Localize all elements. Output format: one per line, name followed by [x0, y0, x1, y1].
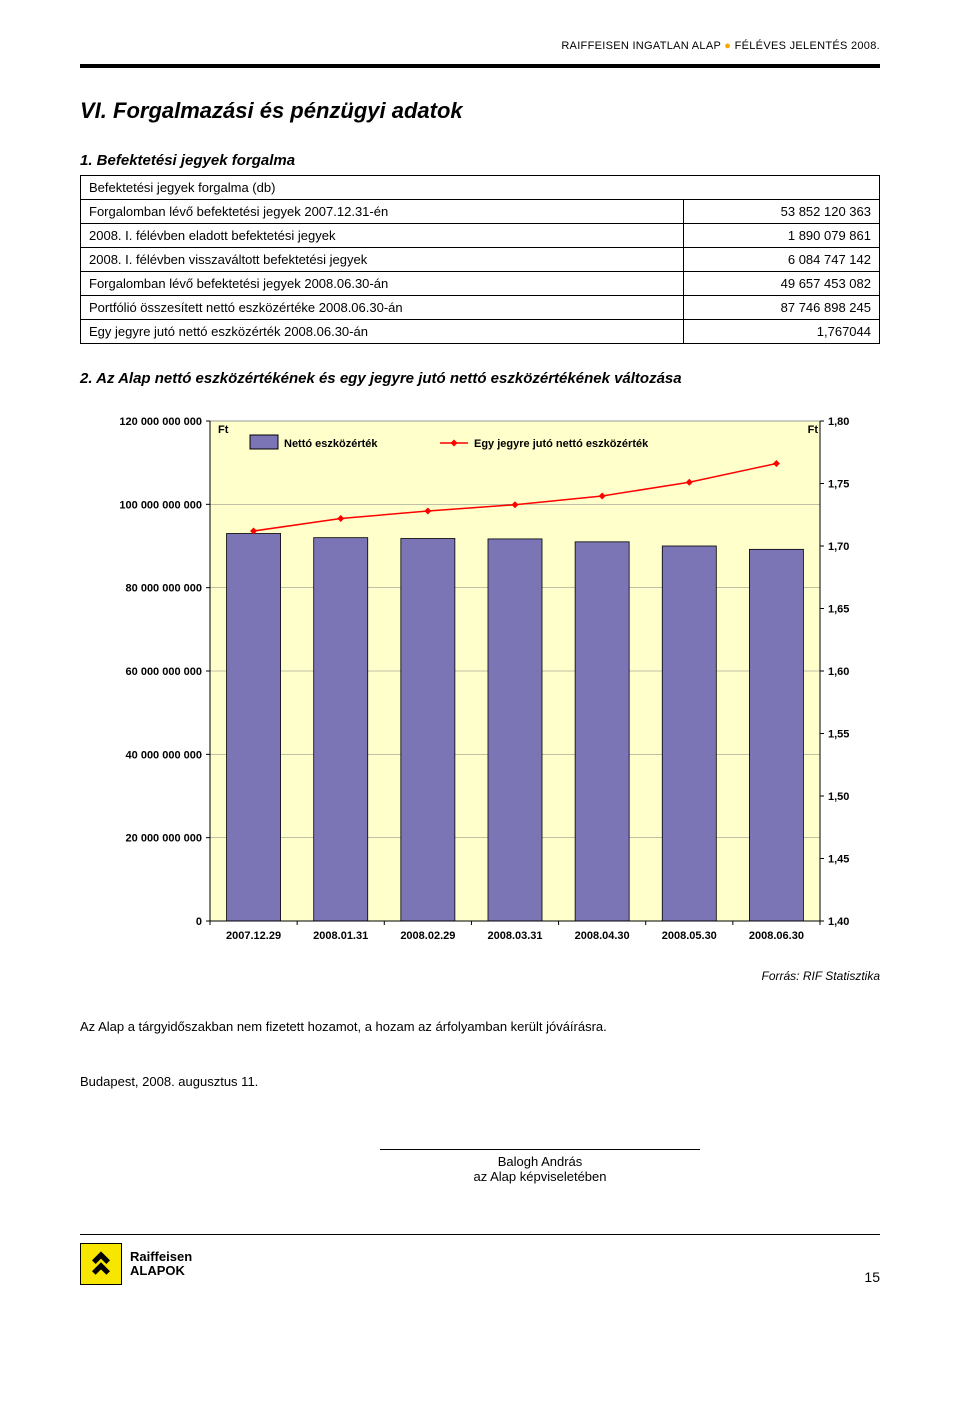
row-label: Portfólió összesített nettó eszközértéke… — [81, 296, 684, 320]
footer-logo: Raiffeisen ALAPOK — [80, 1243, 192, 1285]
row-value: 49 657 453 082 — [684, 272, 880, 296]
svg-text:120 000 000 000: 120 000 000 000 — [119, 416, 202, 428]
table-row: 2008. I. félévben visszaváltott befektet… — [81, 248, 880, 272]
row-label: 2008. I. félévben eladott befektetési je… — [81, 224, 684, 248]
svg-text:1,45: 1,45 — [828, 854, 849, 866]
svg-text:1,40: 1,40 — [828, 916, 849, 928]
signature-name: Balogh András — [380, 1154, 700, 1169]
svg-text:0: 0 — [196, 916, 202, 928]
svg-text:2007.12.29: 2007.12.29 — [226, 930, 281, 942]
page-number: 15 — [864, 1269, 880, 1285]
brand-bottom: ALAPOK — [130, 1264, 192, 1278]
footer-brand: Raiffeisen ALAPOK — [130, 1250, 192, 1279]
svg-text:2008.01.31: 2008.01.31 — [313, 930, 368, 942]
subheading-2: 2. Az Alap nettó eszközértékének és egy … — [80, 370, 880, 387]
table-title: Befektetési jegyek forgalma (db) — [81, 176, 880, 200]
svg-text:1,60: 1,60 — [828, 666, 849, 678]
svg-text:1,65: 1,65 — [828, 604, 849, 616]
svg-text:100 000 000 000: 100 000 000 000 — [119, 499, 202, 511]
date-line: Budapest, 2008. augusztus 11. — [80, 1074, 880, 1089]
row-label: Egy jegyre jutó nettó eszközérték 2008.0… — [81, 320, 684, 344]
chart-svg: 0 20 000 000 000 40 000 000 000 60 000 000 … — [80, 401, 880, 961]
table-row: Forgalomban lévő befektetési jegyek 2008… — [81, 272, 880, 296]
svg-text:1,50: 1,50 — [828, 791, 849, 803]
raiffeisen-logo-icon — [80, 1243, 122, 1285]
chart-source: Forrás: RIF Statisztika — [80, 969, 880, 983]
row-value: 1 890 079 861 — [684, 224, 880, 248]
svg-text:40 000 000 000: 40 000 000 000 — [126, 749, 202, 761]
chart-container: 0 20 000 000 000 40 000 000 000 60 000 000 … — [80, 401, 880, 983]
svg-text:2008.04.30: 2008.04.30 — [575, 930, 630, 942]
row-label: 2008. I. félévben visszaváltott befektet… — [81, 248, 684, 272]
svg-text:1,80: 1,80 — [828, 416, 849, 428]
row-label: Forgalomban lévő befektetési jegyek 2008… — [81, 272, 684, 296]
data-table: Befektetési jegyek forgalma (db) Forgalo… — [80, 175, 880, 344]
signature-line — [380, 1149, 700, 1150]
svg-text:1,55: 1,55 — [828, 729, 849, 741]
row-value: 6 084 747 142 — [684, 248, 880, 272]
table-row: 2008. I. félévben eladott befektetési je… — [81, 224, 880, 248]
row-value: 53 852 120 363 — [684, 200, 880, 224]
svg-text:Ft: Ft — [808, 424, 819, 436]
divider — [80, 1234, 880, 1235]
svg-text:60 000 000 000: 60 000 000 000 — [126, 666, 202, 678]
svg-text:2008.06.30: 2008.06.30 — [749, 930, 804, 942]
section-title: VI. Forgalmazási és pénzügyi adatok — [80, 98, 880, 124]
table-row: Forgalomban lévő befektetési jegyek 2007… — [81, 200, 880, 224]
header-right: FÉLÉVES JELENTÉS 2008. — [735, 40, 880, 52]
signature-block: Balogh András az Alap képviseletében — [380, 1149, 700, 1184]
table-row: Portfólió összesített nettó eszközértéke… — [81, 296, 880, 320]
divider — [80, 64, 880, 68]
combo-chart: 0 20 000 000 000 40 000 000 000 60 000 000 … — [80, 401, 880, 961]
row-label: Forgalomban lévő befektetési jegyek 2007… — [81, 200, 684, 224]
svg-text:Nettó eszközérték: Nettó eszközérték — [284, 438, 378, 450]
svg-text:2008.03.31: 2008.03.31 — [487, 930, 542, 942]
signature-role: az Alap képviseletében — [380, 1169, 700, 1184]
row-value: 87 746 898 245 — [684, 296, 880, 320]
brand-top: Raiffeisen — [130, 1250, 192, 1264]
page-header: RAIFFEISEN INGATLAN ALAP ● FÉLÉVES JELEN… — [80, 40, 880, 52]
svg-text:1,75: 1,75 — [828, 479, 849, 491]
row-value: 1,767044 — [684, 320, 880, 344]
svg-text:80 000 000 000: 80 000 000 000 — [126, 583, 202, 595]
svg-text:20 000 000 000: 20 000 000 000 — [126, 833, 202, 845]
bullet-icon: ● — [724, 40, 734, 52]
svg-text:1,70: 1,70 — [828, 541, 849, 553]
body-text: Az Alap a tárgyidőszakban nem fizetett h… — [80, 1019, 880, 1034]
svg-text:2008.05.30: 2008.05.30 — [662, 930, 717, 942]
svg-text:Egy jegyre jutó nettó eszközér: Egy jegyre jutó nettó eszközérték — [474, 438, 649, 450]
svg-text:Ft: Ft — [218, 424, 229, 436]
header-left: RAIFFEISEN INGATLAN ALAP — [561, 40, 721, 52]
table-row: Egy jegyre jutó nettó eszközérték 2008.0… — [81, 320, 880, 344]
subheading-1: 1. Befektetési jegyek forgalma — [80, 152, 880, 169]
svg-text:2008.02.29: 2008.02.29 — [400, 930, 455, 942]
page-footer: Raiffeisen ALAPOK 15 — [80, 1243, 880, 1285]
